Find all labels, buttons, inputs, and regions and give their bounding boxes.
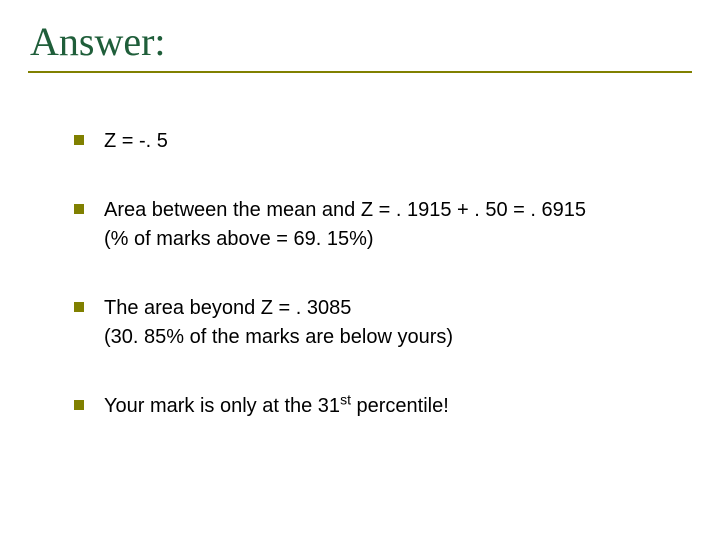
bullet-icon [74, 400, 84, 410]
bullet-icon [74, 204, 84, 214]
bullet-line: Z = -. 5 [104, 130, 168, 152]
title-underline: Answer: [28, 18, 692, 73]
list-item: Your mark is only at the 31st percentile… [74, 392, 680, 421]
bullet-text: Your mark is only at the 31st percentile… [104, 392, 449, 421]
bullet-line: (30. 85% of the marks are below yours) [104, 326, 453, 348]
bullet-text: The area beyond Z = . 3085 (30. 85% of t… [104, 294, 453, 352]
list-item: The area beyond Z = . 3085 (30. 85% of t… [74, 294, 680, 352]
bullet-line: The area beyond Z = . 3085 [104, 297, 351, 319]
bullet-icon [74, 135, 84, 145]
list-item: Area between the mean and Z = . 1915 + .… [74, 196, 680, 254]
bullet-text: Area between the mean and Z = . 1915 + .… [104, 196, 586, 254]
bullet-line: Area between the mean and Z = . 1915 + .… [104, 199, 586, 221]
bullet-icon [74, 302, 84, 312]
bullet-line: Your mark is only at the 31st percentile… [104, 395, 449, 417]
bullet-text: Z = -. 5 [104, 127, 168, 156]
slide-title: Answer: [28, 18, 692, 65]
slide-container: Answer: Z = -. 5 Area between the mean a… [0, 0, 720, 540]
list-item: Z = -. 5 [74, 127, 680, 156]
bullet-line: (% of marks above = 69. 15%) [104, 228, 374, 250]
slide-content: Z = -. 5 Area between the mean and Z = .… [30, 73, 690, 421]
